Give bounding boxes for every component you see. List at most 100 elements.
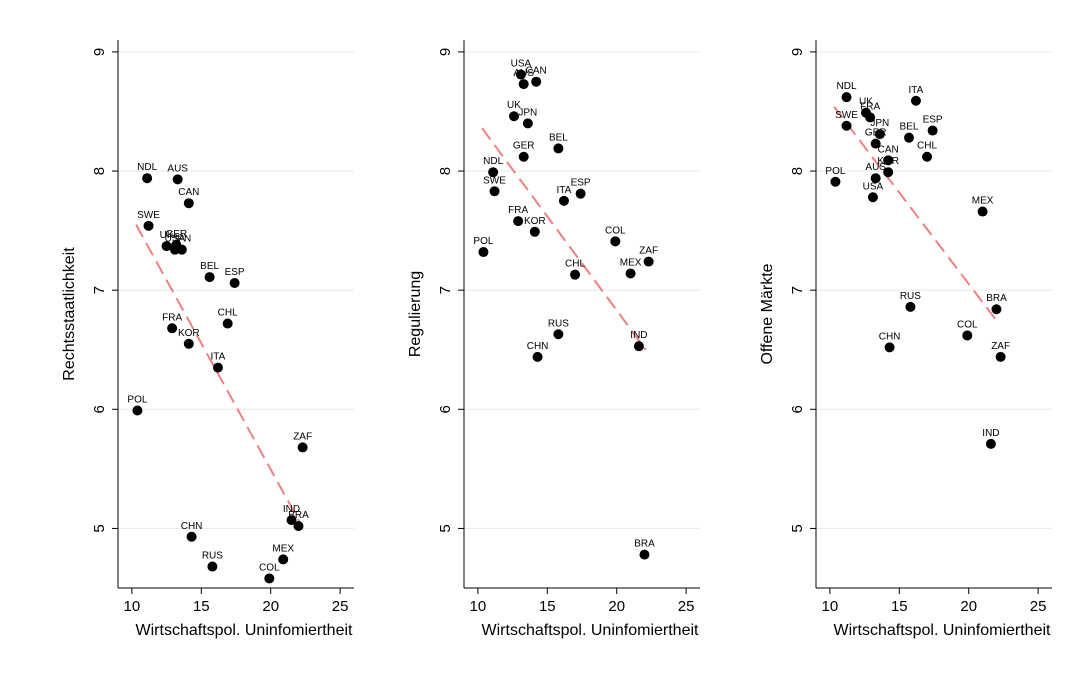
data-point-chn [532, 351, 543, 362]
axis-ticks: 5 6 7 8 9 10 15 20 25 [789, 48, 1046, 615]
point-label-chl: CHL [917, 141, 937, 152]
fit-line [135, 224, 301, 523]
data-point-ndl [488, 167, 499, 178]
data-point-mex [278, 554, 289, 565]
x-tick-label: 10 [470, 598, 487, 615]
point-label-uk: UK [160, 230, 174, 241]
y-tick-label: 5 [789, 524, 806, 532]
point-label-swe: SWE [483, 175, 506, 186]
data-point-usa [867, 192, 878, 203]
point-label-ind: IND [283, 504, 300, 515]
data-point-col [264, 573, 275, 584]
point-label-zaf: ZAF [639, 246, 658, 257]
point-label-mex: MEX [620, 257, 642, 268]
y-tick-label: 9 [437, 48, 454, 56]
data-point-uk [161, 241, 172, 252]
x-tick-label: 20 [960, 598, 977, 615]
y-tick-label: 8 [437, 167, 454, 175]
data-point-jpn [176, 244, 187, 255]
data-point-jpn [522, 118, 533, 129]
fit-line [481, 127, 647, 351]
data-point-jpn [874, 129, 885, 140]
data-point-ndl [142, 173, 153, 184]
data-point-kor [183, 338, 194, 349]
data-point-pol [830, 176, 841, 187]
x-tick-label: 10 [124, 598, 141, 615]
data-point-ita [558, 195, 569, 206]
y-tick-label: 7 [789, 286, 806, 294]
point-label-jpn: JPN [172, 234, 191, 245]
point-label-ndl: NDL [483, 156, 503, 167]
data-point-ind [633, 341, 644, 352]
point-label-chn: CHN [181, 521, 203, 532]
data-point-bra [991, 304, 1002, 315]
point-label-ita: ITA [557, 185, 572, 196]
point-label-rus: RUS [900, 291, 921, 302]
data-point-esp [229, 278, 240, 289]
data-point-chl [222, 318, 233, 329]
fit-line [833, 106, 999, 323]
data-point-esp [575, 188, 586, 199]
data-point-aus [172, 174, 183, 185]
point-label-bra: BRA [634, 539, 655, 550]
point-label-mex: MEX [272, 543, 294, 554]
x-tick-label: 20 [262, 598, 279, 615]
point-label-can: CAN [178, 187, 199, 198]
data-point-rus [207, 561, 218, 572]
point-label-chl: CHL [565, 259, 585, 270]
data-point-bel [904, 132, 915, 143]
point-label-aus: AUS [167, 163, 188, 174]
y-axis-title: Offene Märkte [759, 263, 776, 364]
point-label-zaf: ZAF [293, 431, 312, 442]
data-point-usa [169, 244, 180, 255]
point-label-chn: CHN [879, 331, 901, 342]
data-point-ita [212, 362, 223, 373]
point-label-chl: CHL [218, 308, 238, 319]
data-point-chn [186, 531, 197, 542]
y-axis-title: Rechtsstaatlichkeit [61, 247, 78, 381]
x-axis-title: Wirtschaftspol. Uninfomiertheit [834, 622, 1052, 639]
point-label-ind: IND [982, 428, 999, 439]
y-tick-label: 9 [789, 48, 806, 56]
y-tick-label: 6 [789, 405, 806, 413]
point-label-fra: FRA [860, 101, 880, 112]
point-label-ndl: NDL [137, 162, 157, 173]
x-tick-label: 25 [1030, 598, 1047, 615]
x-tick-label: 15 [193, 598, 210, 615]
point-label-swe: SWE [137, 210, 160, 221]
data-point-swe [841, 120, 852, 131]
data-point-zaf [995, 351, 1006, 362]
data-point-col [610, 236, 621, 247]
y-tick-label: 5 [91, 524, 108, 532]
y-tick-label: 6 [437, 405, 454, 413]
point-label-bra: BRA [986, 293, 1007, 304]
point-label-ger: GER [165, 229, 187, 240]
point-label-ger: GER [513, 141, 535, 152]
point-label-chn: CHN [527, 341, 549, 352]
data-point-kor [883, 167, 894, 178]
point-label-can: CAN [878, 144, 899, 155]
axis-ticks: 5 6 7 8 9 10 15 20 25 [437, 48, 694, 615]
data-point-chn [884, 342, 895, 353]
axis-ticks: 5 6 7 8 9 10 15 20 25 [91, 48, 348, 615]
y-tick-label: 7 [91, 286, 108, 294]
data-point-ind [286, 515, 297, 526]
x-tick-label: 10 [822, 598, 839, 615]
y-tick-label: 8 [91, 167, 108, 175]
point-label-zaf: ZAF [991, 341, 1010, 352]
point-label-bel: BEL [549, 132, 568, 143]
point-label-kor: KOR [524, 216, 546, 227]
x-axis-title: Wirtschaftspol. Uninfomiertheit [482, 622, 700, 639]
data-point-mex [625, 268, 636, 279]
x-tick-label: 15 [539, 598, 556, 615]
data-point-aus [518, 79, 529, 90]
point-label-col: COL [957, 319, 978, 330]
point-label-kor: KOR [178, 328, 200, 339]
data-point-uk [508, 111, 519, 122]
point-label-jpn: JPN [870, 118, 889, 129]
data-point-fra [167, 323, 178, 334]
point-label-bel: BEL [900, 122, 919, 133]
